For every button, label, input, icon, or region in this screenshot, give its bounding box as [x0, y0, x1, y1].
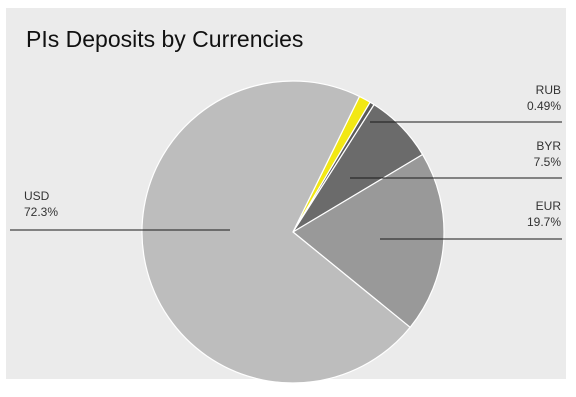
slice-label-usd: USD [24, 189, 50, 203]
chart-title: PIs Deposits by Currencies [26, 26, 304, 52]
slice-label-rub: RUB [536, 83, 561, 97]
pie-slice-usd [141, 80, 411, 384]
pie-slice-eur [291, 153, 445, 329]
slice-percent-rub: 0.49% [527, 99, 561, 113]
slice-percent-usd: 72.3% [24, 205, 58, 219]
slice-label-eur: EUR [536, 199, 562, 213]
slice-label-byr: BYR [536, 139, 561, 153]
slice-percent-byr: 7.5% [534, 155, 562, 169]
slice-percent-eur: 19.7% [527, 215, 561, 229]
